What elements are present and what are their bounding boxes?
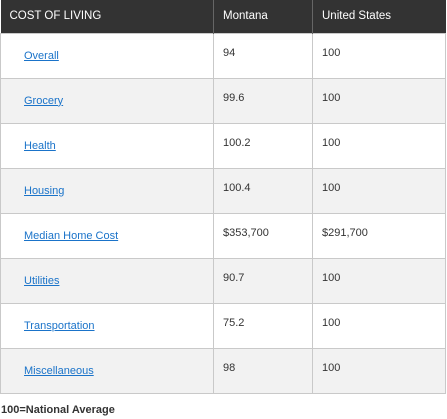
table-row: Utilities 90.7 100: [0, 257, 446, 304]
montana-value: 100.4: [213, 167, 313, 214]
header-category: COST OF LIVING: [0, 0, 214, 33]
us-value: 100: [312, 122, 446, 169]
row-label-cell: Overall: [0, 32, 214, 79]
row-label-cell: Health: [0, 122, 214, 169]
table-row: Miscellaneous 98 100: [0, 347, 446, 394]
miscellaneous-link[interactable]: Miscellaneous: [24, 364, 94, 377]
housing-link[interactable]: Housing: [24, 184, 65, 197]
us-value: 100: [312, 167, 446, 214]
us-value: 100: [312, 32, 446, 79]
montana-value: 75.2: [213, 302, 313, 349]
cost-of-living-table: COST OF LIVING Montana United States Ove…: [0, 0, 446, 394]
table-header-row: COST OF LIVING Montana United States: [0, 0, 446, 33]
table-row: Housing 100.4 100: [0, 167, 446, 214]
montana-value: 100.2: [213, 122, 313, 169]
us-value: 100: [312, 302, 446, 349]
row-label-cell: Median Home Cost: [0, 212, 214, 259]
header-montana: Montana: [213, 0, 313, 33]
us-value: 100: [312, 77, 446, 124]
grocery-link[interactable]: Grocery: [24, 94, 64, 107]
us-value: $291,700: [312, 212, 446, 259]
montana-value: 94: [213, 32, 313, 79]
row-label-cell: Miscellaneous: [0, 347, 214, 394]
montana-value: 98: [213, 347, 313, 394]
health-link[interactable]: Health: [24, 139, 56, 152]
row-label-cell: Grocery: [0, 77, 214, 124]
row-label-cell: Transportation: [0, 302, 214, 349]
table-row: Median Home Cost $353,700 $291,700: [0, 212, 446, 259]
montana-value: $353,700: [213, 212, 313, 259]
utilities-link[interactable]: Utilities: [24, 274, 60, 287]
header-united-states: United States: [312, 0, 446, 33]
table-row: Grocery 99.6 100: [0, 77, 446, 124]
montana-value: 99.6: [213, 77, 313, 124]
overall-link[interactable]: Overall: [24, 49, 59, 62]
row-label-cell: Utilities: [0, 257, 214, 304]
table-row: Transportation 75.2 100: [0, 302, 446, 349]
transportation-link[interactable]: Transportation: [24, 319, 95, 332]
row-label-cell: Housing: [0, 167, 214, 214]
median-home-cost-link[interactable]: Median Home Cost: [24, 229, 119, 242]
table-row: Health 100.2 100: [0, 122, 446, 169]
table-row: Overall 94 100: [0, 32, 446, 79]
montana-value: 90.7: [213, 257, 313, 304]
us-value: 100: [312, 257, 446, 304]
footnote: 100=National Average: [1, 404, 115, 416]
us-value: 100: [312, 347, 446, 394]
